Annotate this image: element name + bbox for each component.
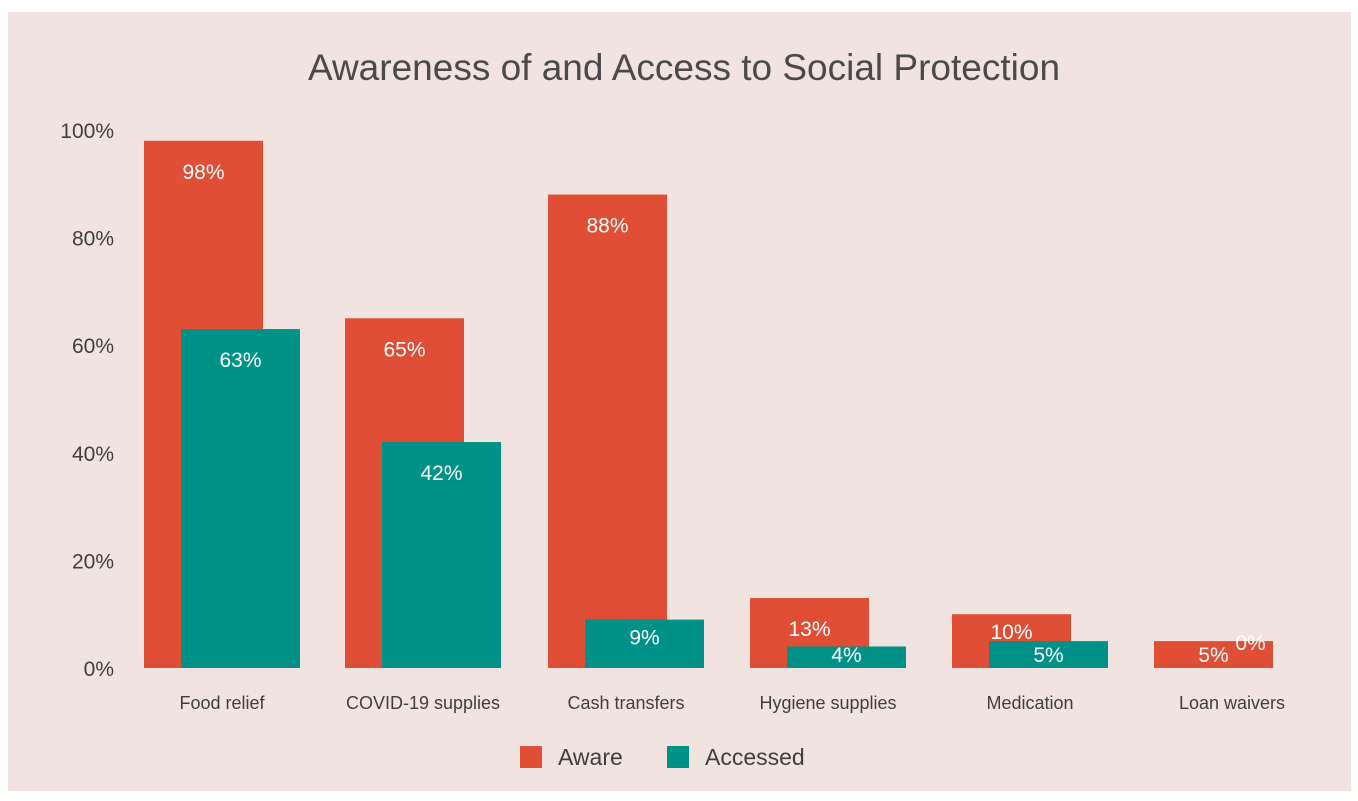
data-label-accessed: 42% xyxy=(420,462,462,485)
y-axis: 0% 20% 40% 60% 80% 100% xyxy=(60,120,114,681)
data-label-aware: 10% xyxy=(990,621,1032,644)
x-tick-label: Medication xyxy=(986,693,1073,713)
data-label-accessed: 5% xyxy=(1033,644,1063,667)
legend-label-aware: Aware xyxy=(558,744,623,770)
bar-accessed-2 xyxy=(585,619,704,668)
bar-aware-2 xyxy=(548,194,667,668)
legend-swatch-aware xyxy=(520,746,542,768)
data-label-aware: 98% xyxy=(182,161,224,184)
bars: 98%63% 65%42%88%9% 13%4%10%5% 5%0% xyxy=(144,140,1273,668)
data-label-accessed: 0% xyxy=(1235,632,1265,655)
legend: Aware Accessed xyxy=(520,744,805,770)
data-label-aware: 88% xyxy=(586,215,628,238)
y-tick-label: 40% xyxy=(72,443,114,466)
y-tick-label: 20% xyxy=(72,550,114,573)
bar-chart: Awareness of and Access to Social Protec… xyxy=(60,47,1285,770)
bar-accessed-1 xyxy=(382,442,501,668)
x-axis: Food relief COVID-19 supplies Cash transfe… xyxy=(179,693,1285,713)
data-label-aware: 5% xyxy=(1198,644,1228,667)
y-tick-label: 0% xyxy=(84,658,114,681)
legend-swatch-accessed xyxy=(667,746,689,768)
data-label-aware: 13% xyxy=(788,618,830,641)
y-tick-label: 100% xyxy=(60,120,114,143)
data-label-accessed: 63% xyxy=(219,349,261,372)
x-tick-label: Hygiene supplies xyxy=(759,693,896,713)
data-label-accessed: 9% xyxy=(629,627,659,650)
legend-label-accessed: Accessed xyxy=(705,744,805,770)
x-tick-label: Food relief xyxy=(179,693,265,713)
bar-accessed-4 xyxy=(989,641,1108,668)
chart-title: Awareness of and Access to Social Protec… xyxy=(308,47,1060,88)
data-label-accessed: 4% xyxy=(831,644,861,667)
bar-accessed-0 xyxy=(181,329,300,668)
bar-aware-5 xyxy=(1154,641,1273,668)
data-label-aware: 65% xyxy=(383,338,425,361)
x-tick-label: Cash transfers xyxy=(567,693,684,713)
y-tick-label: 80% xyxy=(72,228,114,251)
x-tick-label: COVID-19 supplies xyxy=(346,693,500,713)
bar-accessed-3 xyxy=(787,646,906,668)
x-tick-label: Loan waivers xyxy=(1179,693,1285,713)
y-tick-label: 60% xyxy=(72,335,114,358)
chart-panel: Awareness of and Access to Social Protec… xyxy=(8,12,1351,791)
